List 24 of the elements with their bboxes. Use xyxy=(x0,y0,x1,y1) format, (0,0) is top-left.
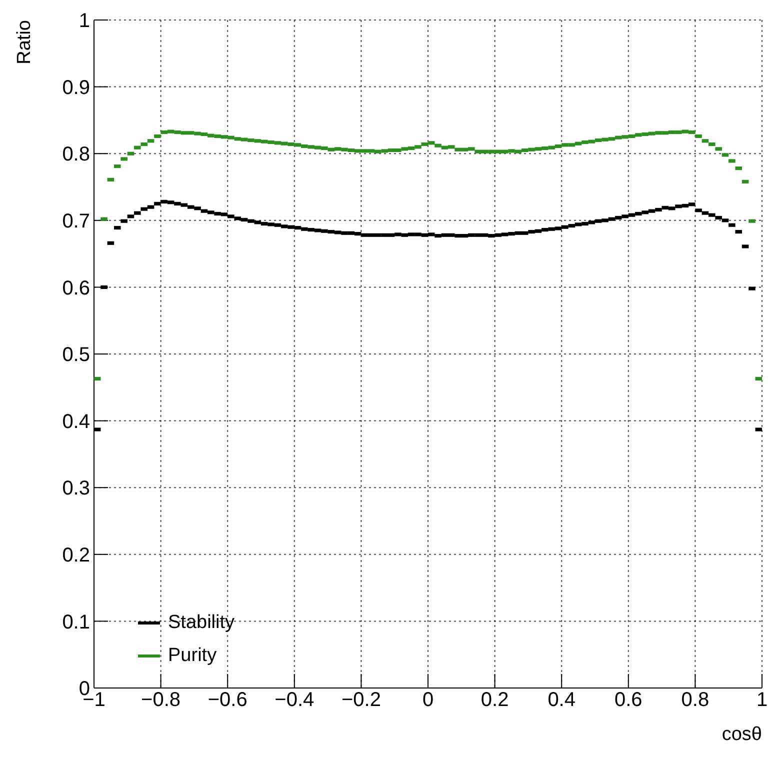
legend-label: Stability xyxy=(168,612,235,634)
y-tick-label: 0.6 xyxy=(62,277,90,300)
y-tick-label: 0.3 xyxy=(62,478,90,500)
x-tick-label: 0.2 xyxy=(480,689,509,712)
y-axis-title: Ratio xyxy=(14,20,35,64)
x-tick-label: −0.8 xyxy=(141,689,181,712)
y-tick-label: 0.5 xyxy=(62,344,90,366)
x-tick-label: 0.8 xyxy=(681,689,710,712)
y-tick-label: 0.8 xyxy=(62,144,90,166)
y-tick-label: 0.7 xyxy=(62,210,90,232)
y-tick-label: 0.2 xyxy=(62,544,90,566)
y-tick-label: 1 xyxy=(78,10,90,32)
x-axis-title: cosθ xyxy=(722,724,762,745)
x-tick-label: −0.2 xyxy=(341,689,381,712)
y-tick-label: 0.1 xyxy=(62,611,90,634)
x-tick-label: −0.6 xyxy=(208,689,248,712)
y-tick-label: 0.4 xyxy=(62,410,90,433)
x-tick-label: 0 xyxy=(422,689,434,712)
x-tick-label: 0.6 xyxy=(614,689,642,712)
x-tick-label: 1 xyxy=(756,689,768,712)
y-tick-label: 0.9 xyxy=(62,76,90,99)
x-tick-label: 0.4 xyxy=(548,689,576,712)
legend-label: Purity xyxy=(168,644,217,666)
x-tick-label: −0.4 xyxy=(274,689,314,712)
